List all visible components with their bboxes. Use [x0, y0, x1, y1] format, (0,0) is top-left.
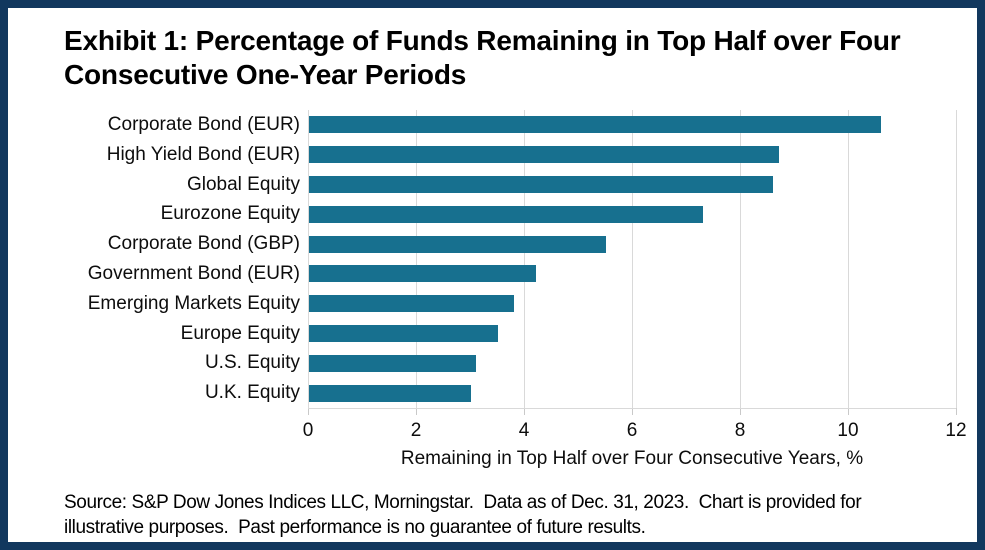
source-note-line-2: illustrative purposes. Past performance … — [64, 517, 646, 538]
category-label: Eurozone Equity — [160, 203, 300, 225]
x-tick-label-10: 10 — [837, 420, 859, 441]
tick-mark-x-8 — [739, 408, 741, 415]
category-label: Global Equity — [186, 173, 300, 195]
gridline-x-6 — [631, 110, 633, 408]
x-tick-label-6: 6 — [626, 420, 638, 441]
bar — [309, 116, 882, 134]
tick-mark-x-0 — [307, 408, 309, 415]
source-note: Source: S&P Dow Jones Indices LLC, Morni… — [64, 490, 964, 540]
x-axis-ticks: 0 2 4 6 8 10 12 — [8, 420, 977, 442]
chart-title: Exhibit 1: Percentage of Funds Remaining… — [64, 25, 901, 90]
category-label: High Yield Bond (EUR) — [106, 143, 300, 165]
exhibit-inner: Exhibit 1: Percentage of Funds Remaining… — [8, 8, 977, 542]
gridline-x-4 — [523, 110, 525, 408]
gridline-x-8 — [739, 110, 741, 408]
tick-mark-x-6 — [631, 408, 633, 415]
category-label: U.K. Equity — [204, 382, 300, 404]
category-label: Emerging Markets Equity — [87, 292, 300, 314]
bar — [309, 265, 536, 283]
x-axis-line — [308, 408, 956, 409]
bar — [309, 235, 606, 253]
gridline-x-10 — [847, 110, 849, 408]
gridline-x-12 — [955, 110, 957, 408]
tick-mark-x-10 — [847, 408, 849, 415]
x-tick-label-2: 2 — [410, 420, 422, 441]
x-axis-title: Remaining in Top Half over Four Consecut… — [400, 448, 864, 469]
bar — [309, 325, 498, 342]
x-tick-label-12: 12 — [945, 420, 967, 441]
bar — [309, 176, 774, 193]
source-note-line-1: Source: S&P Dow Jones Indices LLC, Morni… — [64, 492, 862, 513]
category-label: Corporate Bond (EUR) — [107, 114, 300, 135]
category-label: Government Bond (EUR) — [87, 262, 300, 284]
bar — [309, 205, 704, 223]
gridline-x-0 — [307, 110, 309, 408]
bar — [309, 354, 477, 372]
category-label: Corporate Bond (GBP) — [107, 233, 300, 255]
category-axis: Corporate Bond (EUR) High Yield Bond (EUR… — [8, 110, 300, 408]
category-label: U.S. Equity — [204, 352, 300, 374]
category-label: Europe Equity — [180, 322, 300, 344]
x-tick-label-8: 8 — [734, 420, 746, 441]
tick-mark-x-2 — [415, 408, 417, 415]
plot-area — [307, 110, 957, 415]
tick-mark-x-12 — [955, 408, 957, 415]
tick-mark-x-4 — [523, 408, 525, 415]
x-tick-label-0: 0 — [302, 420, 314, 441]
bar — [309, 295, 515, 313]
bar — [309, 384, 471, 402]
x-tick-label-4: 4 — [518, 420, 530, 441]
bar — [309, 146, 779, 164]
gridline-x-2 — [415, 110, 417, 408]
